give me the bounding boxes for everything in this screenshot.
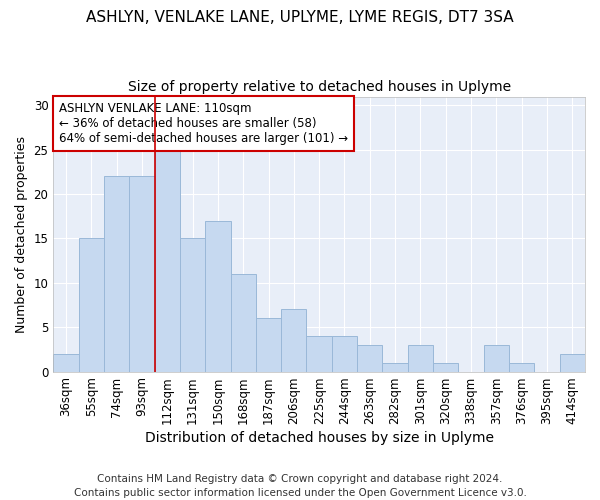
Bar bbox=[230, 274, 256, 372]
Bar bbox=[79, 238, 104, 372]
Y-axis label: Number of detached properties: Number of detached properties bbox=[15, 136, 28, 332]
Title: Size of property relative to detached houses in Uplyme: Size of property relative to detached ho… bbox=[128, 80, 511, 94]
Bar bbox=[357, 345, 382, 372]
Bar bbox=[408, 345, 433, 372]
Bar bbox=[307, 336, 332, 372]
Bar bbox=[281, 310, 307, 372]
Bar bbox=[382, 362, 408, 372]
Bar bbox=[180, 238, 205, 372]
Bar bbox=[129, 176, 155, 372]
Text: ASHLYN VENLAKE LANE: 110sqm
← 36% of detached houses are smaller (58)
64% of sem: ASHLYN VENLAKE LANE: 110sqm ← 36% of det… bbox=[59, 102, 348, 145]
X-axis label: Distribution of detached houses by size in Uplyme: Distribution of detached houses by size … bbox=[145, 431, 494, 445]
Bar bbox=[433, 362, 458, 372]
Bar bbox=[256, 318, 281, 372]
Bar bbox=[484, 345, 509, 372]
Bar bbox=[560, 354, 585, 372]
Bar bbox=[509, 362, 535, 372]
Text: Contains HM Land Registry data © Crown copyright and database right 2024.
Contai: Contains HM Land Registry data © Crown c… bbox=[74, 474, 526, 498]
Bar bbox=[53, 354, 79, 372]
Text: ASHLYN, VENLAKE LANE, UPLYME, LYME REGIS, DT7 3SA: ASHLYN, VENLAKE LANE, UPLYME, LYME REGIS… bbox=[86, 10, 514, 25]
Bar bbox=[332, 336, 357, 372]
Bar bbox=[155, 150, 180, 372]
Bar bbox=[205, 221, 230, 372]
Bar bbox=[104, 176, 129, 372]
